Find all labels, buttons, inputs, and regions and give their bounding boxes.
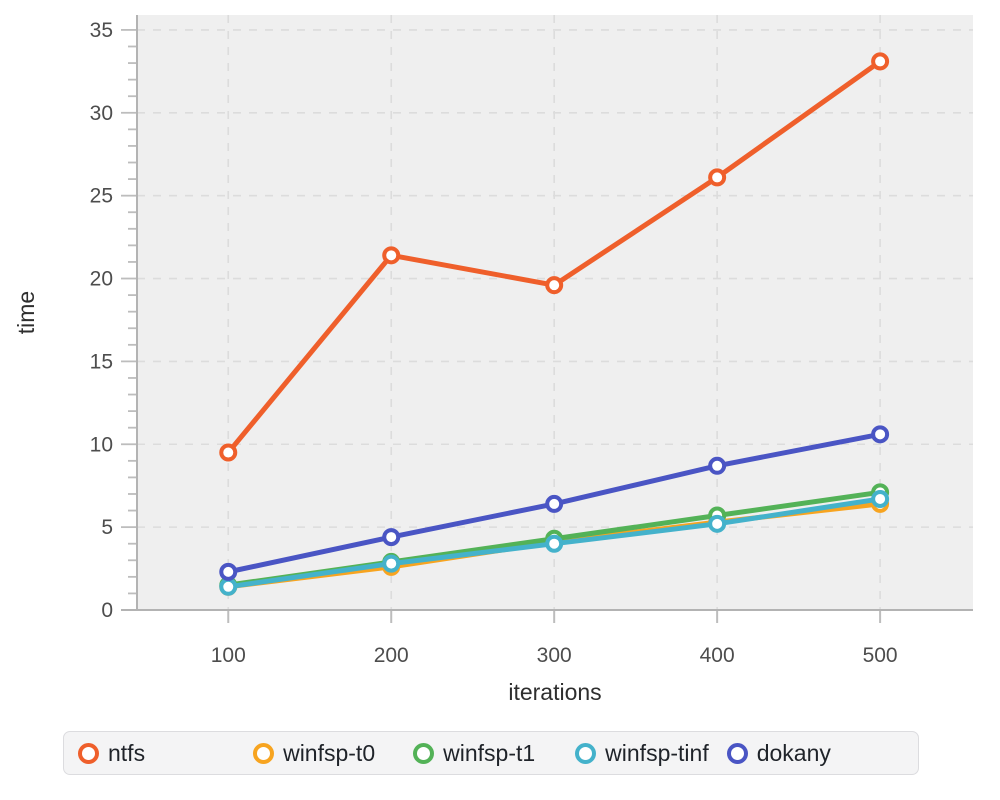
legend-label: winfsp-t0 [283, 739, 376, 766]
x-tick-label: 100 [211, 644, 246, 667]
data-point-dokany [708, 456, 727, 475]
legend-marker-ntfs-icon [78, 742, 99, 764]
data-point-winfsp-tinf [382, 554, 401, 573]
data-point-ntfs [219, 443, 238, 462]
y-tick-label: 35 [90, 19, 113, 42]
x-tick-label: 300 [537, 644, 572, 667]
y-tick-label: 5 [101, 516, 113, 539]
x-tick-label: 200 [374, 644, 409, 667]
x-tick-label: 500 [863, 644, 898, 667]
x-tick-label: 400 [700, 644, 735, 667]
legend-item-winfsp-tinf[interactable]: winfsp-tinf [575, 740, 709, 767]
legend-label: winfsp-tinf [605, 739, 709, 766]
legend-marker-dokany-icon [726, 742, 748, 764]
legend-marker-winfsp-tinf-icon [575, 742, 597, 764]
plot-area [137, 15, 973, 610]
chart-legend: ntfs winfsp-t0 winfsp-t1 winfsp-tinf dokany [63, 731, 919, 775]
data-point-ntfs [382, 246, 401, 265]
data-point-winfsp-tinf [708, 514, 727, 533]
y-tick-label: 0 [101, 599, 113, 622]
x-axis-title: iterations [508, 679, 601, 705]
y-axis-title: time [13, 291, 39, 334]
data-point-winfsp-tinf [871, 489, 890, 508]
legend-item-dokany[interactable]: dokany [726, 739, 831, 767]
legend-item-ntfs[interactable]: ntfs [78, 740, 145, 767]
legend-marker-winfsp-t0-icon [253, 742, 275, 764]
y-tick-label: 30 [90, 102, 113, 125]
legend-item-winfsp-t0[interactable]: winfsp-t0 [253, 740, 375, 767]
data-point-dokany [382, 528, 401, 547]
data-point-ntfs [708, 168, 727, 187]
data-point-dokany [219, 562, 238, 581]
legend-label: ntfs [108, 739, 146, 766]
line-chart: 0 5 10 15 20 25 30 35 100 200 300 400 500 time iterati… [13, 15, 973, 705]
data-point-ntfs [545, 276, 564, 295]
data-point-winfsp-tinf [545, 534, 564, 553]
legend-item-winfsp-t1[interactable]: winfsp-t1 [413, 740, 535, 767]
legend-label: dokany [756, 739, 831, 766]
data-point-ntfs [871, 52, 890, 71]
data-point-dokany [545, 494, 564, 513]
y-tick-label: 15 [90, 350, 113, 373]
data-point-winfsp-tinf [219, 577, 238, 596]
y-tick-label: 10 [90, 433, 113, 456]
y-tick-label: 20 [90, 268, 113, 291]
legend-marker-winfsp-t1-icon [413, 742, 435, 764]
y-tick-label: 25 [90, 185, 113, 208]
data-point-dokany [871, 425, 890, 444]
legend-label: winfsp-t1 [443, 739, 536, 766]
